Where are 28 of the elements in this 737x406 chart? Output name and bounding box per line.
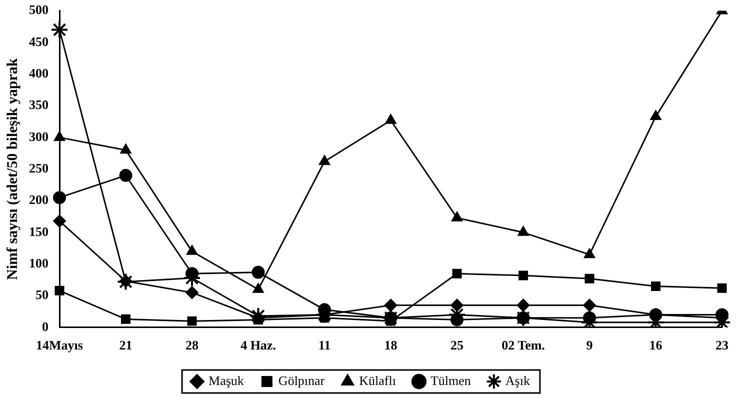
legend-label: Tülmen — [430, 372, 472, 388]
legend-label: Aşık — [505, 372, 530, 388]
x-tick-label: 23 — [716, 338, 729, 353]
y-tick-label: 400 — [29, 65, 48, 80]
y-tick-label: 250 — [29, 160, 48, 176]
x-tick-label: 02 Tem. — [502, 338, 545, 353]
legend-label: Gölpınar — [278, 372, 326, 388]
y-tick-label: 450 — [29, 34, 48, 49]
y-tick-label: 100 — [29, 255, 48, 270]
y-tick-label: 0 — [42, 318, 48, 334]
x-tick-label: 18 — [384, 338, 398, 353]
legend-label: Maşuk — [208, 372, 244, 388]
y-axis-title: Nimf sayısı (adet/50 bileşik yaprak — [4, 58, 21, 280]
x-tick-label: 16 — [649, 338, 663, 353]
y-tick-label: 350 — [29, 97, 48, 112]
legend-label: Külaflı — [359, 372, 396, 388]
x-tick-label: 4 Haz. — [240, 338, 276, 353]
x-tick-label: 21 — [119, 338, 132, 353]
x-tick-label: 9 — [586, 338, 594, 353]
y-tick-label: 150 — [29, 224, 48, 239]
y-tick-label: 300 — [29, 128, 48, 144]
y-tick-label: 200 — [29, 192, 48, 208]
y-tick-label: 50 — [36, 287, 48, 302]
y-tick-label: 500 — [29, 2, 48, 18]
x-tick-label: 28 — [186, 338, 199, 353]
x-tick-label: 11 — [318, 338, 331, 353]
x-tick-label: 25 — [450, 338, 464, 353]
x-tick-label: 14Mayıs — [36, 338, 83, 353]
